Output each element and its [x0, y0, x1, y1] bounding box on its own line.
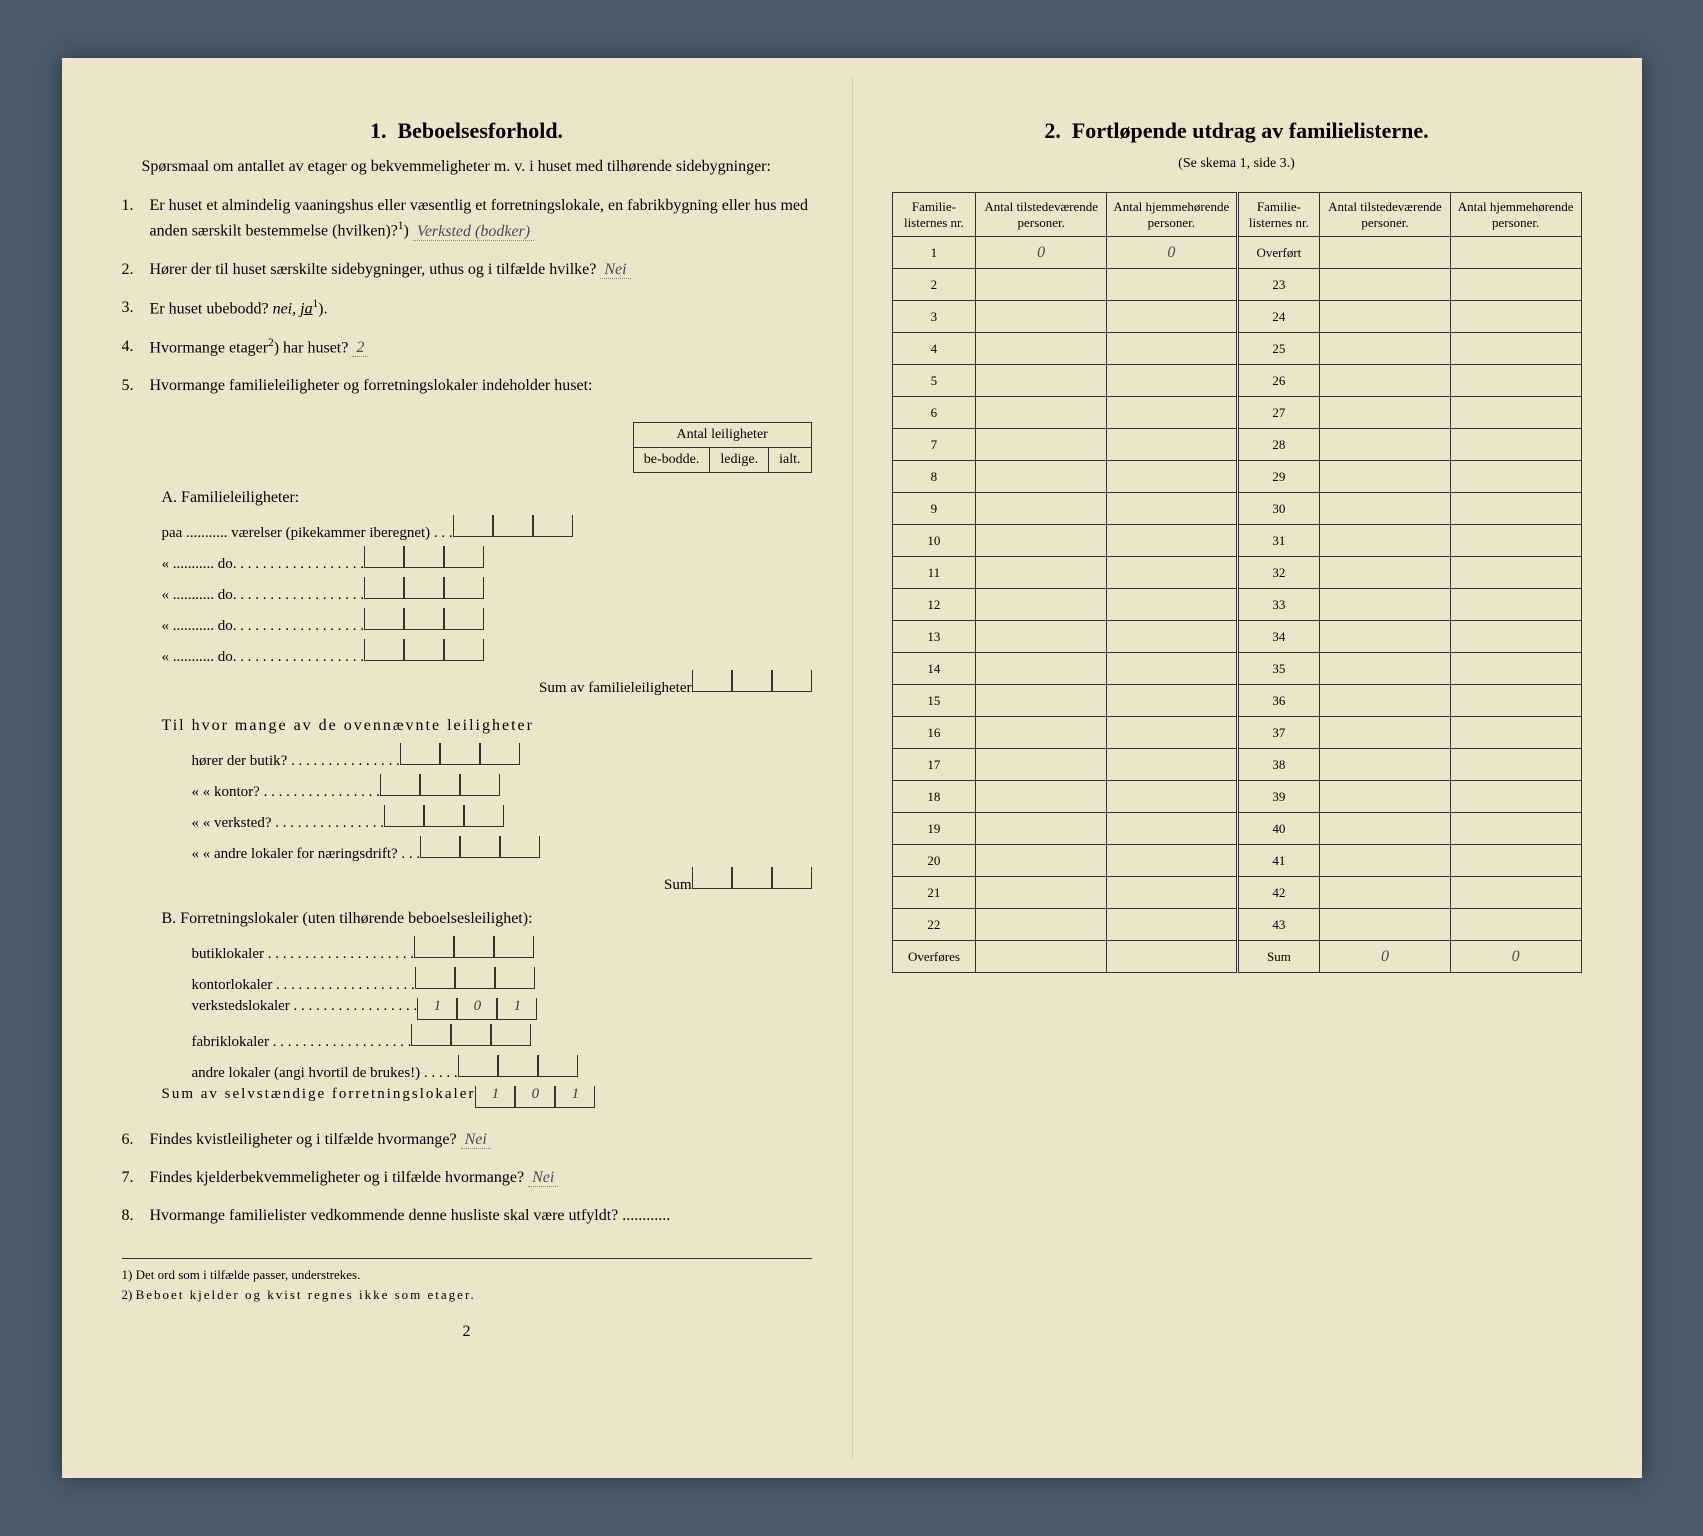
section-a2-intro: Til hvor mange av de ovennævnte leilighe… — [162, 717, 534, 734]
section-a-label: A. Familieleiligheter: — [162, 489, 812, 507]
table-row: 10 31 — [892, 525, 1581, 557]
section-5-body: Antal leiligheter be-bodde. ledige. ialt… — [162, 412, 812, 1108]
table-row: 4 25 — [892, 333, 1581, 365]
table-row: 6 27 — [892, 397, 1581, 429]
right-subtitle: (Se skema 1, side 3.) — [892, 156, 1582, 172]
section-b-row: kontorlokaler . . . . . . . . . . . . . … — [162, 967, 812, 994]
section-b-row: andre lokaler (angi hvortil de brukes!) … — [162, 1055, 812, 1082]
table-row: 18 39 — [892, 781, 1581, 813]
section-b-sum: Sum av selvstændige forretningslokaler 1… — [162, 1086, 812, 1108]
section-a2-row: « « andre lokaler for næringsdrift? . . … — [162, 836, 812, 863]
q6-answer: Nei — [461, 1131, 491, 1149]
q1-answer: Verksted (bodker) — [413, 223, 534, 241]
question-3: 3. Er huset ubebodd? nei, ja1). — [122, 296, 812, 321]
left-page: 1. Beboelsesforhold. Spørsmaal om antall… — [62, 58, 852, 1478]
question-8: 8. Hvormange familielister vedkommende d… — [122, 1204, 812, 1228]
table-row: 15 36 — [892, 685, 1581, 717]
table-row: 13 34 — [892, 621, 1581, 653]
section-a-row: « ........... do. . . . . . . . . . . . … — [162, 577, 812, 604]
table-row: 5 26 — [892, 365, 1581, 397]
section-a-row: paa ........... værelser (pikekammer ibe… — [162, 515, 812, 542]
section-a-row: « ........... do. . . . . . . . . . . . … — [162, 546, 812, 573]
section-a2-sum: Sum — [162, 867, 812, 894]
right-page: 2. Fortløpende utdrag av familielisterne… — [852, 58, 1642, 1478]
familieliste-table: Familie-listernes nr. Antal tilstedevære… — [892, 192, 1582, 973]
table-row: 16 37 — [892, 717, 1581, 749]
table-row: 11 32 — [892, 557, 1581, 589]
table-row: 9 30 — [892, 493, 1581, 525]
table-row: 2 23 — [892, 269, 1581, 301]
document-spread: 1. Beboelsesforhold. Spørsmaal om antall… — [62, 58, 1642, 1478]
section-a-sum: Sum av familieleiligheter — [162, 670, 812, 697]
footnotes: 1) Det ord som i tilfælde passer, unders… — [122, 1258, 812, 1303]
section-b-row: fabriklokaler . . . . . . . . . . . . . … — [162, 1024, 812, 1051]
section-a2-row: « « kontor? . . . . . . . . . . . . . . … — [162, 774, 812, 801]
section-a-row: « ........... do. . . . . . . . . . . . … — [162, 608, 812, 635]
intro-text: Spørsmaal om antallet av etager og bekve… — [122, 156, 812, 178]
q2-answer: Nei — [600, 261, 630, 279]
section-a2-row: hører der butik? . . . . . . . . . . . .… — [162, 743, 812, 770]
table-row: 1 0 0 Overført — [892, 237, 1581, 269]
table-row: 19 40 — [892, 813, 1581, 845]
question-7: 7. Findes kjelderbekvemmeligheter og i t… — [122, 1166, 812, 1190]
question-2: 2. Hører der til huset særskilte sidebyg… — [122, 258, 812, 282]
table-row: 21 42 — [892, 877, 1581, 909]
table-row: 22 43 — [892, 909, 1581, 941]
table-footer-row: Overføres Sum 0 0 — [892, 941, 1581, 973]
section-a-row: « ........... do. . . . . . . . . . . . … — [162, 639, 812, 666]
question-1: 1. Er huset et almindelig vaaningshus el… — [122, 194, 812, 243]
section-b-row: butiklokaler . . . . . . . . . . . . . .… — [162, 936, 812, 963]
table-row: 20 41 — [892, 845, 1581, 877]
page-number: 2 — [122, 1323, 812, 1341]
question-5: 5. Hvormange familieleiligheter og forre… — [122, 374, 812, 398]
table-row: 17 38 — [892, 749, 1581, 781]
q7-answer: Nei — [528, 1169, 558, 1187]
table-row: 8 29 — [892, 461, 1581, 493]
table-row: 12 33 — [892, 589, 1581, 621]
left-heading: 1. Beboelsesforhold. — [122, 118, 812, 144]
section-a2-row: « « verksted? . . . . . . . . . . . . . … — [162, 805, 812, 832]
question-4: 4. Hvormange etager2) har huset? 2 — [122, 335, 812, 360]
leiligheter-header: Antal leiligheter be-bodde. ledige. ialt… — [633, 422, 812, 473]
question-6: 6. Findes kvistleiligheter og i tilfælde… — [122, 1128, 812, 1152]
section-b-row: verkstedslokaler . . . . . . . . . . . .… — [162, 998, 812, 1020]
section-b-label: B. Forretningslokaler (uten tilhørende b… — [162, 910, 812, 928]
table-row: 14 35 — [892, 653, 1581, 685]
table-row: 3 24 — [892, 301, 1581, 333]
table-row: 7 28 — [892, 429, 1581, 461]
q4-answer: 2 — [352, 339, 368, 357]
right-heading: 2. Fortløpende utdrag av familielisterne… — [892, 118, 1582, 144]
